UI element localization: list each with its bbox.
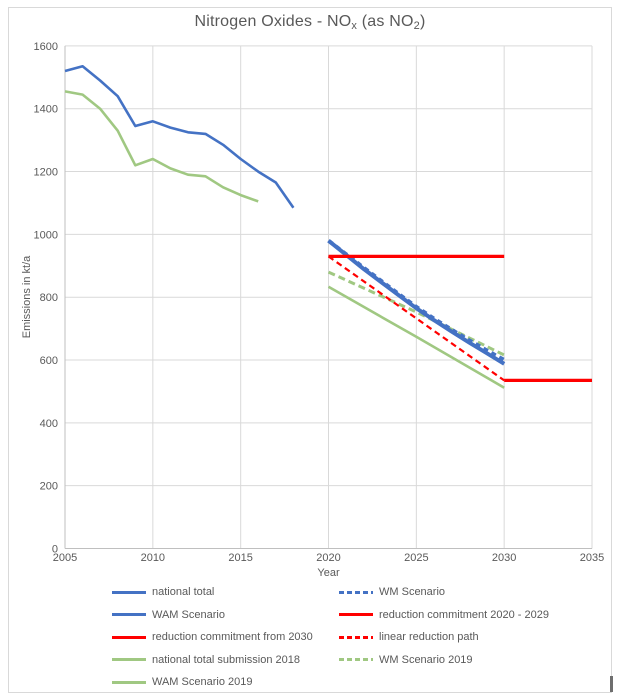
legend-marker-wam-scenario-2019 [112, 680, 146, 684]
x-tick-label: 2005 [53, 552, 77, 564]
legend-label: WM Scenario 2019 [379, 653, 473, 666]
legend-item-wam-scenario[interactable]: WAM Scenario [112, 609, 339, 621]
y-tick-label: 400 [40, 418, 58, 430]
legend-label: WM Scenario [379, 586, 446, 599]
legend-label: WAM Scenario [152, 608, 225, 621]
legend-label: national total submission 2018 [152, 653, 300, 666]
legend-item-wam-scenario-2019[interactable]: WAM Scenario 2019 [112, 676, 339, 688]
legend-marker-national-total [112, 590, 146, 594]
chart-title-subscript: 2 [413, 20, 420, 32]
x-axis-title: Year [317, 567, 340, 579]
y-axis-title: Emissions in kt/a [21, 255, 33, 339]
x-tick-label: 2035 [580, 552, 604, 564]
legend-label: reduction commitment 2020 - 2029 [379, 608, 549, 621]
legend-marker-wam-scenario [112, 613, 146, 617]
series-line-wm-scenario[interactable] [327, 239, 506, 362]
legend-item-reduction-commitment-from-2030[interactable]: reduction commitment from 2030 [112, 631, 339, 643]
legend-item-wm-scenario-2019[interactable]: WM Scenario 2019 [339, 654, 549, 666]
legend-item-wm-scenario[interactable]: WM Scenario [339, 586, 549, 598]
legend-label: reduction commitment from 2030 [152, 631, 313, 644]
chart-title-text: (as NO [357, 13, 414, 30]
series-line-linear-reduction-path[interactable] [327, 255, 505, 382]
x-tick-label: 2020 [316, 552, 340, 564]
y-tick-label: 800 [40, 292, 58, 304]
y-tick-label: 0 [52, 544, 58, 556]
legend-marker-wm-scenario-2019 [339, 658, 373, 662]
legend-item-linear-reduction-path[interactable]: linear reduction path [339, 631, 549, 643]
chart-title-subscript: x [351, 20, 358, 32]
y-tick-label: 1200 [34, 167, 58, 179]
y-tick-label: 600 [40, 355, 58, 367]
y-tick-label: 1600 [34, 41, 58, 53]
chart-title: Nitrogen Oxides - NOx (as NO2) [8, 13, 612, 32]
legend-marker-reduction-commitment-2020-2029 [339, 613, 373, 617]
x-tick-label: 2030 [492, 552, 516, 564]
cursor-caret [610, 676, 613, 692]
legend-label: national total [152, 586, 215, 599]
x-tick-label: 2010 [141, 552, 165, 564]
legend-marker-wm-scenario [339, 590, 373, 594]
legend: national total WM Scenario WAM Scenario red… [112, 581, 549, 694]
legend-marker-linear-reduction-path [339, 635, 373, 639]
legend-marker-national-total-submission-2018 [112, 658, 146, 662]
y-tick-label: 1400 [34, 104, 58, 116]
x-tick-label: 2015 [228, 552, 252, 564]
legend-label: WAM Scenario 2019 [152, 676, 253, 689]
y-tick-label: 1000 [34, 229, 58, 241]
series-line-national-total-submission-2018[interactable] [64, 90, 259, 203]
series-line-wam-scenario-2019[interactable] [327, 285, 505, 389]
chart-title-text: ) [419, 13, 426, 30]
x-tick-label: 2025 [404, 552, 428, 564]
legend-label: linear reduction path [379, 631, 479, 644]
legend-marker-reduction-commitment-from-2030 [112, 635, 146, 639]
chart-title-text: Nitrogen Oxides - NO [194, 13, 352, 30]
y-tick-label: 200 [40, 481, 58, 493]
legend-item-national-total-submission-2018[interactable]: national total submission 2018 [112, 654, 339, 666]
legend-item-reduction-commitment-2020-2029[interactable]: reduction commitment 2020 - 2029 [339, 609, 549, 621]
series-line-national-total[interactable] [64, 65, 295, 209]
legend-item-national-total[interactable]: national total [112, 586, 339, 598]
